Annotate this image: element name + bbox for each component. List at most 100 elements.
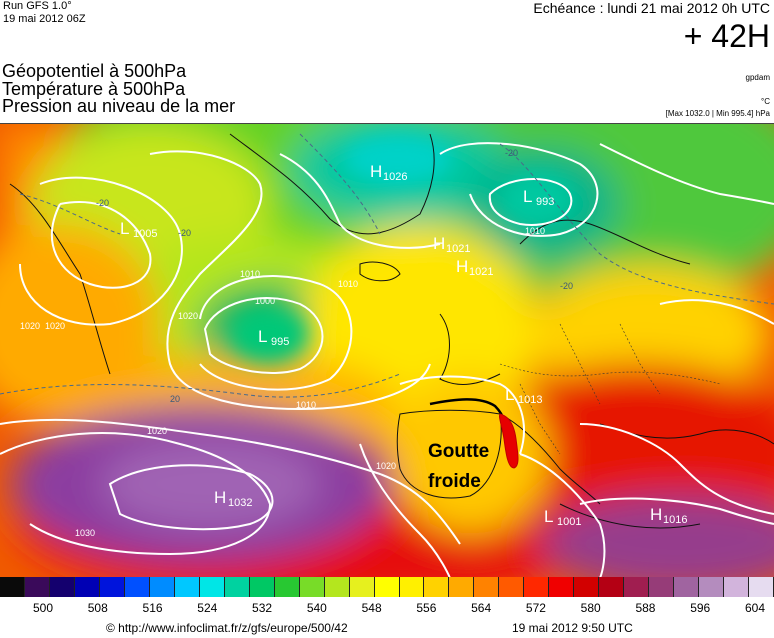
source-url: © http://www.infoclimat.fr/z/gfs/europe/… [106,621,348,635]
color-scale-swatch [674,577,700,597]
isobars [0,142,774,578]
run-info: Run GFS 1.0° 19 mai 2012 06Z [3,0,86,26]
color-scale-swatch [249,577,275,597]
svg-text:1001: 1001 [557,516,581,528]
color-scale-swatch [599,577,625,597]
isobar-label: 1020 [178,311,198,321]
color-scale-tick: 548 [361,601,382,615]
color-scale-swatch [724,577,750,597]
annotation-line1: Goutte [428,441,489,462]
unit-temperature: °C [761,97,770,106]
svg-text:1016: 1016 [663,514,687,526]
units-legend: gpdam °C [Max 1032.0 | Min 995.4] hPa [666,72,770,120]
svg-text:H: H [650,505,662,524]
low-center: L 995 [258,327,289,348]
color-scale-tick: 524 [197,601,218,615]
color-scale-tick: 556 [416,601,437,615]
annotation-line2: froide [428,471,481,492]
color-scale-swatch [524,577,550,597]
temp-labels: -20 -20 -20 20 -20 [96,148,573,404]
svg-text:H: H [214,488,226,507]
color-scale-tick: 572 [525,601,546,615]
svg-text:L: L [523,187,532,206]
color-scale-tick: 508 [87,601,108,615]
isobar-label: 1010 [525,226,545,236]
temp-label: -20 [178,228,191,238]
color-scale-swatch [574,577,600,597]
isobar-label: 1020 [147,426,167,436]
color-scale-tick: 588 [635,601,656,615]
color-scale-swatch [274,577,300,597]
pressure-centers: H 1032 L 995 L 1005 H 1026 L 993 H 1021 H 1021 … [120,162,687,528]
isobar-label: 1010 [240,269,260,279]
svg-text:H: H [456,257,468,276]
color-scale-swatch [749,577,774,597]
temp-label: 20 [170,394,180,404]
isobar-label: 1020 [376,461,396,471]
color-scale-swatch [324,577,350,597]
cold-drop-marker [499,413,519,469]
svg-text:H: H [433,234,445,253]
svg-text:1013: 1013 [518,394,542,406]
isotherms [0,133,774,398]
color-scale-swatch [424,577,450,597]
color-scale-tick: 500 [32,601,54,615]
cold-drop-annotation: Goutte froide [428,441,489,492]
svg-text:1021: 1021 [469,266,493,278]
color-scale-swatch [649,577,675,597]
isobar-label: 1000 [255,296,275,306]
borders [499,323,721,455]
color-scale-swatch [374,577,400,597]
svg-text:1026: 1026 [383,171,407,183]
svg-text:993: 993 [536,196,554,208]
svg-text:L: L [505,385,514,404]
svg-text:H: H [370,162,382,181]
svg-text:1032: 1032 [228,497,252,509]
color-scale-tick: 596 [690,601,711,615]
isobar-labels: 1020 1030 1020 1010 1010 1000 1020 1010 … [20,226,545,538]
svg-text:1005: 1005 [133,228,157,240]
color-scale-ticks: 500 508 516 524 532 540 548 556 564 572 580 588 596 6… [0,601,774,617]
echeance-label: Echéance : lundi 21 mai 2012 0h UTC [533,0,770,16]
high-center: H 1021 [456,257,493,278]
title-temperature: Température à 500hPa [2,78,186,99]
color-scale-swatch [124,577,150,597]
title-pressure: Pression au niveau de la mer [2,96,236,116]
color-scale-swatch [299,577,325,597]
color-scale-swatch [449,577,475,597]
isobar-label: 1020 [45,321,65,331]
high-center: H 1032 [214,488,252,509]
low-center: L 1005 [120,219,157,240]
svg-text:L: L [544,507,553,526]
isobar-label: 1010 [338,279,358,289]
title-geopotential: Géopotentiel à 500hPa [2,61,187,81]
color-scale-swatch [74,577,100,597]
footer-date: 19 mai 2012 9:50 UTC [512,621,633,635]
color-scale-swatch [624,577,650,597]
temp-label: -20 [96,198,109,208]
color-scale-tick: 564 [471,601,492,615]
map-titles: Géopotentiel à 500hPa Température à 500h… [2,61,236,116]
color-scale-swatch [24,577,50,597]
color-scale-swatch [99,577,125,597]
run-date: 19 mai 2012 06Z [3,13,86,25]
cold-pools [228,134,575,362]
color-scale-swatch [149,577,175,597]
weather-map: H 1032 L 995 L 1005 H 1026 L 993 H 1021 H 1021 … [0,123,774,579]
weather-map-svg: H 1032 L 995 L 1005 H 1026 L 993 H 1021 H 1021 … [0,124,774,578]
svg-text:L: L [258,327,267,346]
low-center: L 993 [523,187,554,208]
color-scale-tick: 516 [142,601,163,615]
coastlines [9,133,774,529]
run-model: Run GFS 1.0° [3,0,72,12]
color-scale-tick: 532 [252,601,273,615]
color-scale-tick: 580 [580,601,601,615]
color-scale-tick: 604 [744,601,766,615]
color-scale-swatch [549,577,575,597]
forecast-hour: + 42H [683,18,770,54]
color-scale-tick: 540 [306,601,327,615]
pressure-range: [Max 1032.0 | Min 995.4] hPa [665,109,770,118]
unit-geopotential: gpdam [745,73,770,82]
color-scale-swatch [49,577,75,597]
isobar-label: 1020 [20,321,40,331]
